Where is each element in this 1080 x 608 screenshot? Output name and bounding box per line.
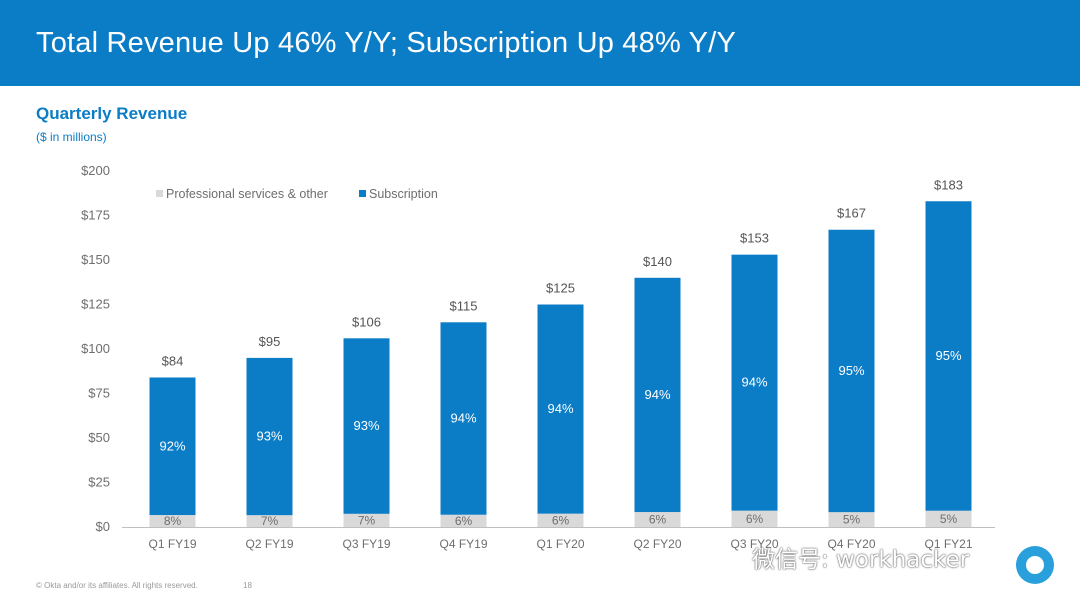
bar-subscription [634, 277, 681, 513]
y-tick-label: $200 [81, 163, 110, 178]
header-bar: Total Revenue Up 46% Y/Y; Subscription U… [0, 0, 1080, 86]
professional-percent-label: 7% [358, 513, 376, 527]
professional-percent-label: 5% [940, 512, 958, 526]
bar-professional [731, 510, 778, 527]
page-number: 18 [243, 581, 252, 590]
subscription-percent-label: 94% [547, 401, 573, 416]
bar-subscription [828, 229, 875, 513]
subscription-percent-label: 95% [838, 363, 864, 378]
total-value-label: $115 [450, 298, 478, 313]
y-tick-label: $150 [81, 252, 110, 267]
bar-subscription [440, 322, 487, 515]
bar-subscription [925, 201, 972, 511]
bar-professional [537, 513, 584, 527]
subscription-percent-label: 93% [353, 418, 379, 433]
x-tick-label: Q4 FY20 [827, 537, 875, 551]
legend-label-subscription: Subscription [369, 187, 438, 201]
professional-percent-label: 6% [746, 512, 764, 526]
y-tick-label: $25 [88, 475, 110, 490]
watermark-text: 微信号: workhacker [752, 547, 970, 573]
bar-subscription [343, 338, 390, 514]
watermark-badge-icon [1016, 546, 1054, 584]
x-tick-label: Q1 FY19 [148, 537, 196, 551]
total-value-label: $95 [259, 334, 281, 349]
bar-professional [828, 512, 875, 527]
copyright-footer: © Okta and/or its affiliates. All rights… [36, 581, 198, 590]
professional-percent-label: 8% [164, 514, 182, 528]
x-tick-label: Q2 FY20 [633, 537, 681, 551]
watermark: 微信号: workhacker [752, 540, 969, 574]
legend-swatch-subscription [359, 190, 366, 197]
subscription-percent-label: 94% [450, 411, 476, 426]
total-value-label: $153 [740, 231, 769, 246]
y-tick-label: $0 [96, 519, 110, 534]
bar-professional [440, 514, 487, 527]
subscription-percent-label: 94% [644, 387, 670, 402]
y-tick-label: $75 [88, 386, 110, 401]
bar-professional [925, 510, 972, 527]
x-tick-label: Q3 FY20 [730, 537, 778, 551]
page-title: Total Revenue Up 46% Y/Y; Subscription U… [36, 27, 737, 59]
chart-subtitle: Quarterly Revenue [36, 104, 188, 123]
total-value-label: $140 [643, 254, 672, 269]
professional-percent-label: 6% [552, 513, 570, 527]
legend-swatch-professional [156, 190, 163, 197]
x-tick-label: Q3 FY19 [342, 537, 390, 551]
bar-subscription [149, 377, 196, 516]
total-value-label: $84 [162, 353, 184, 368]
bar-subscription [537, 304, 584, 514]
professional-percent-label: 5% [843, 513, 861, 527]
legend-label-professional: Professional services & other [166, 187, 328, 201]
bar-professional [634, 512, 681, 527]
y-tick-label: $50 [88, 430, 110, 445]
x-tick-label: Q4 FY19 [439, 537, 487, 551]
x-tick-label: Q1 FY20 [536, 537, 584, 551]
chart-units: ($ in millions) [36, 130, 107, 144]
y-tick-label: $175 [81, 208, 110, 223]
subscription-percent-label: 95% [935, 348, 961, 363]
subscription-percent-label: 94% [741, 375, 767, 390]
y-tick-label: $125 [81, 297, 110, 312]
bar-professional [343, 513, 390, 527]
bar-professional [149, 515, 196, 527]
subscription-percent-label: 93% [256, 429, 282, 444]
bar-subscription [246, 357, 293, 516]
professional-percent-label: 7% [261, 514, 279, 528]
bar-professional [246, 515, 293, 527]
professional-percent-label: 6% [649, 513, 667, 527]
total-value-label: $125 [546, 281, 575, 296]
x-tick-label: Q1 FY21 [924, 537, 972, 551]
x-tick-label: Q2 FY19 [245, 537, 293, 551]
subscription-percent-label: 92% [159, 438, 185, 453]
total-value-label: $167 [837, 206, 866, 221]
professional-percent-label: 6% [455, 514, 473, 528]
bar-subscription [731, 254, 778, 511]
total-value-label: $183 [934, 177, 963, 192]
total-value-label: $106 [352, 314, 381, 329]
y-tick-label: $100 [81, 341, 110, 356]
